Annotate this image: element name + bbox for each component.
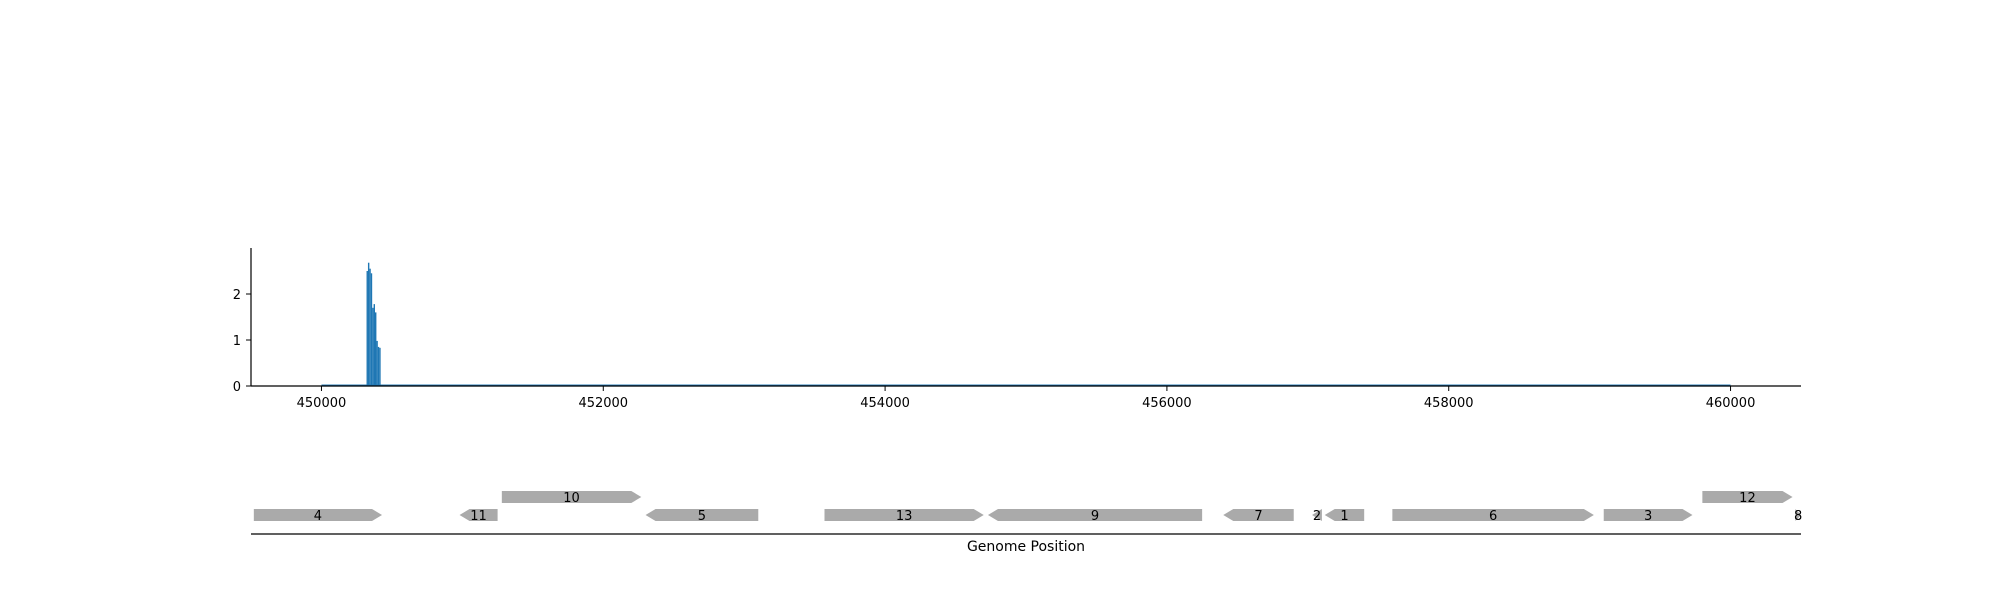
gene-arrow — [987, 509, 1203, 521]
gene-label: 1 — [1340, 509, 1348, 524]
gene-feature: 5 — [645, 509, 759, 524]
gene-label: 8 — [1794, 509, 1802, 524]
gene-label: 2 — [1313, 509, 1321, 524]
x-tick-label: 456000 — [1142, 396, 1192, 411]
gene-feature: 10 — [501, 491, 642, 506]
y-tick-label: 0 — [233, 380, 241, 395]
gene-label: 6 — [1489, 509, 1497, 524]
gene-arrow — [1324, 509, 1365, 521]
gene-feature: 11 — [459, 509, 498, 524]
gene-arrow — [645, 509, 759, 521]
x-tick-label: 454000 — [860, 396, 910, 411]
gene-feature: 3 — [1603, 509, 1693, 524]
gene-feature: 2 — [1312, 509, 1322, 524]
gene-label: 13 — [896, 509, 913, 524]
gene-arrow — [824, 509, 984, 521]
coverage-bar — [370, 273, 373, 386]
coverage-bar — [376, 340, 378, 386]
y-tick-label: 2 — [233, 288, 241, 303]
gene-arrow — [1392, 509, 1594, 521]
x-tick-label: 452000 — [578, 396, 628, 411]
gene-feature: 6 — [1392, 509, 1594, 524]
gene-feature: 9 — [987, 509, 1203, 524]
gene-label: 4 — [314, 509, 322, 524]
gene-feature: 12 — [1702, 491, 1793, 506]
gene-feature: 8 — [1794, 509, 1802, 524]
gene-label: 10 — [563, 491, 580, 506]
x-tick-label: 458000 — [1424, 396, 1474, 411]
gene-label: 5 — [698, 509, 706, 524]
gene-arrow — [1223, 509, 1294, 521]
gene-arrow — [1603, 509, 1693, 521]
coverage-bar — [377, 346, 380, 386]
coverage-bar — [366, 271, 368, 386]
coverage-bar — [367, 262, 370, 386]
gene-arrow — [1312, 509, 1322, 521]
coverage-bars — [321, 262, 1731, 387]
gene-arrow — [253, 509, 383, 521]
gene-label: 12 — [1739, 491, 1756, 506]
gene-track-xlabel: Genome Position — [967, 539, 1085, 555]
gene-feature: 1 — [1324, 509, 1365, 524]
gene-feature: 7 — [1223, 509, 1294, 524]
x-tick-label: 460000 — [1706, 396, 1756, 411]
coverage-plot: 0 1 2 450000 452000 454000 456000 458000 460000 — [233, 248, 1801, 411]
gene-arrow — [1795, 509, 1801, 521]
y-tick-label: 1 — [233, 334, 241, 349]
coverage-axes: 0 1 2 450000 452000 454000 456000 458000 460000 — [233, 248, 1801, 411]
gene-feature: 13 — [824, 509, 984, 524]
gene-label: 11 — [470, 509, 487, 524]
gene-features: 4 11 10 5 13 9 7 2 1 6 3 12 8 — [253, 491, 1802, 524]
coverage-bar — [375, 312, 377, 386]
coverage-bar — [369, 268, 371, 386]
gene-arrow — [459, 509, 498, 521]
gene-label: 9 — [1091, 509, 1099, 524]
coverage-bar — [379, 347, 381, 386]
gene-label: 3 — [1644, 509, 1652, 524]
gene-feature: 4 — [253, 509, 383, 524]
gene-track: 4 11 10 5 13 9 7 2 1 6 3 12 8 Genome Position — [251, 491, 1802, 555]
gene-arrow — [1702, 491, 1793, 503]
gene-label: 7 — [1254, 509, 1262, 524]
gene-arrow — [501, 491, 642, 503]
x-tick-label: 450000 — [297, 396, 347, 411]
coverage-bar — [373, 304, 375, 386]
coverage-bar — [372, 307, 374, 386]
